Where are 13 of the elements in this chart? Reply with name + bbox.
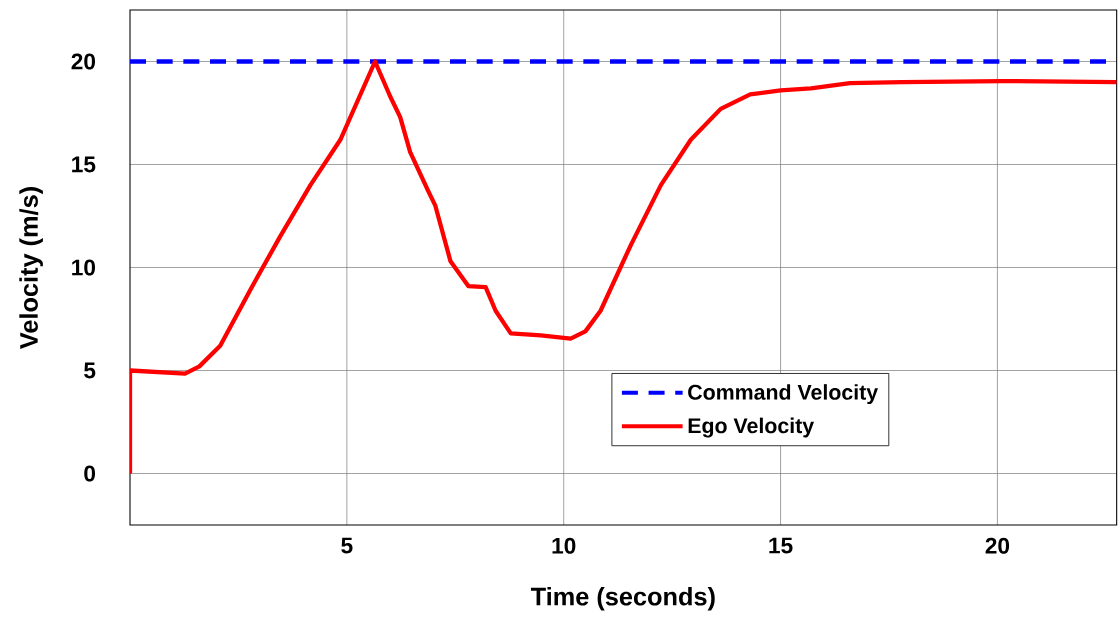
x-tick-label: 5 xyxy=(341,537,353,554)
y-tick-label: 20 xyxy=(71,53,96,70)
y-tick-label: 10 xyxy=(72,259,96,276)
x-tick-label: 10 xyxy=(552,537,576,554)
y-tick-label: 5 xyxy=(84,362,96,379)
y-tick-label: 15 xyxy=(72,156,96,173)
x-axis-title: Time (seconds) xyxy=(530,586,715,611)
x-tick-label: 15 xyxy=(769,537,793,554)
x-tick-label: 20 xyxy=(985,537,1010,554)
legend-label: Command Velocity xyxy=(688,384,879,405)
y-tick-label: 0 xyxy=(84,465,96,482)
legend-label: Ego Velocity xyxy=(688,417,815,438)
y-axis-title: Velocity (m/s) xyxy=(19,187,43,349)
